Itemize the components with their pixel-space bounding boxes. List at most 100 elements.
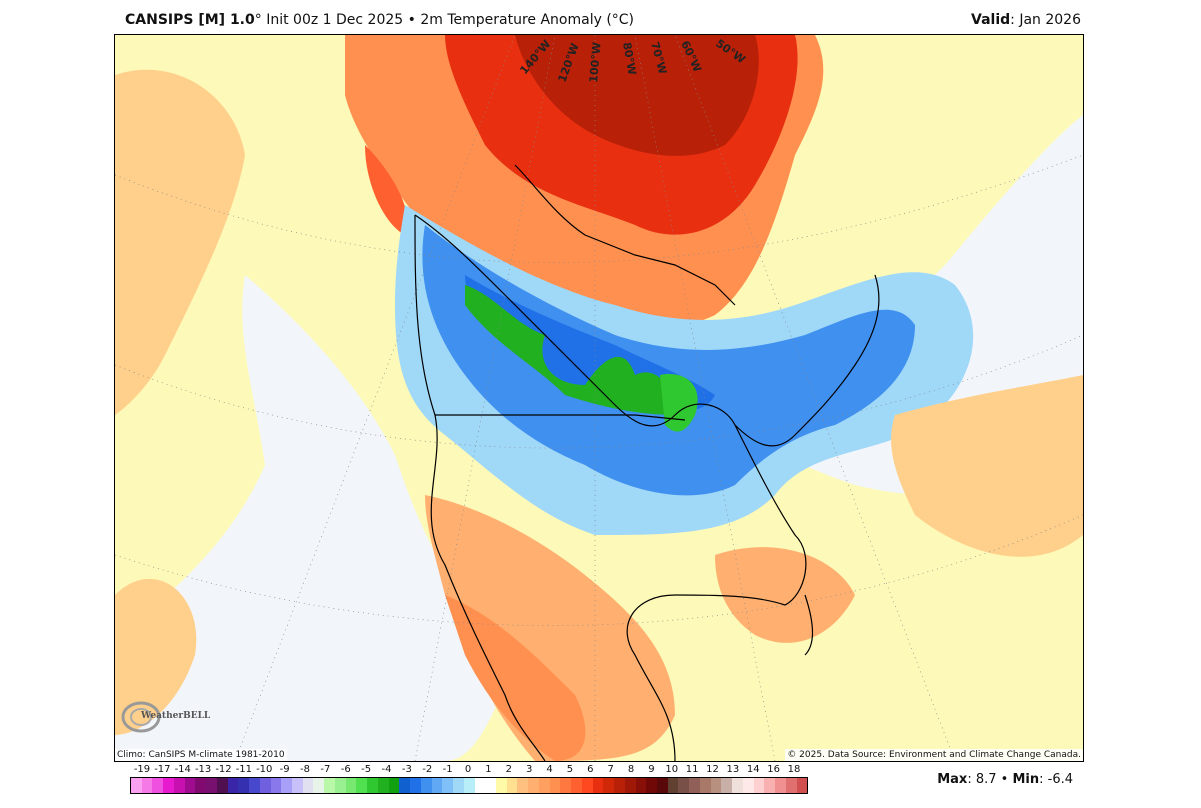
colorbar-swatch [678,778,690,793]
colorbar-swatch [249,778,260,793]
colorbar [130,777,808,794]
colorbar-swatch [410,778,421,793]
colorbar-swatch [227,778,239,793]
colorbar-swatch [302,778,314,793]
anomaly-warmer-mexico [445,595,586,761]
colorbar-label: -3 [401,764,412,775]
colorbar-swatch [764,778,776,793]
colorbar-label: 1 [485,764,492,775]
colorbar-swatch [367,778,378,793]
colorbar-label: 13 [726,764,740,775]
colorbar-swatch [592,778,604,793]
colorbar-swatch [635,778,647,793]
colorbar-swatch [506,778,518,793]
colorbar-swatch [485,778,496,793]
colorbar-label: 12 [706,764,719,775]
colorbar-swatch [474,778,486,793]
colorbar-swatch [732,778,743,793]
climo-note: Climo: CanSIPS M-climate 1981-2010 [115,749,287,761]
colorbar-label: -17 [154,764,171,775]
colorbar-swatch [742,778,754,793]
min-label: Min [1012,772,1040,787]
colorbar-swatch [453,778,464,793]
anomaly-coldest-prairies [465,285,675,415]
colorbar-swatch [581,778,593,793]
colorbar-label: -8 [300,764,310,775]
colorbar-swatch [667,778,679,793]
colorbar-swatch [195,778,207,793]
colorbar-swatch [131,778,142,793]
anomaly-coldest-great-lakes [660,374,698,432]
colorbar-label: 2 [505,764,512,775]
max-min-stats: Max: 8.7 • Min: -6.4 [937,772,1073,787]
colorbar-swatch [495,778,507,793]
colorbar-swatch [399,778,411,793]
colorbar-swatch [334,778,346,793]
colorbar-swatch [141,778,153,793]
colorbar-swatch [517,778,529,793]
colorbar-swatch [463,778,475,793]
max-value: : 8.7 • [967,772,1013,787]
colorbar-label: 16 [767,764,780,775]
copyright-note: © 2025. Data Source: Environment and Cli… [785,749,1083,761]
logo-text: WeatherBELL [141,711,211,721]
colorbar-label: -7 [320,764,331,775]
colorbar-swatch [238,778,250,793]
colorbar-label: -2 [422,764,433,775]
colorbar-swatch [431,778,443,793]
colorbar-swatch [163,778,174,793]
map-canvas: 140°W 120°W 100°W 80°W 70°W 60°W 50°W [115,35,1083,761]
anomaly-warm-pacific-south [115,578,197,735]
anomaly-warm-alaska [365,145,408,235]
valid-time: Valid: Jan 2026 [971,12,1081,28]
colorbar-swatch [753,778,765,793]
colorbar-swatch [313,778,325,793]
colorbar-label: -4 [381,764,392,775]
anomaly-warm-atlantic [891,375,1083,557]
colorbar-swatch [710,778,722,793]
colorbar-swatch [538,778,550,793]
colorbar-swatch [624,778,636,793]
colorbar-swatch [356,778,368,793]
colorbar-swatch [646,778,657,793]
weatherbell-logo: WeatherBELL [119,695,210,739]
colorbar-swatch [721,778,733,793]
anomaly-near-zero-pacific [115,275,515,761]
colorbar-label: -11 [235,764,253,775]
colorbar-label: -5 [361,764,372,775]
colorbar-label: 5 [566,764,574,775]
map-title: CANSIPS [M] 1.0° Init 00z 1 Dec 2025 • 2… [125,12,634,28]
colorbar-label: 18 [787,764,801,775]
degree-symbol: ° [254,12,262,28]
anomaly-warm-southwest [425,495,675,761]
colorbar-swatch [216,778,228,793]
colorbar-label: 7 [607,764,614,775]
anomaly-map[interactable]: 140°W 120°W 100°W 80°W 70°W 60°W 50°W We… [114,34,1084,762]
valid-value: : Jan 2026 [1010,12,1081,28]
colorbar-swatch [292,778,303,793]
colorbar-label: 3 [525,764,533,775]
colorbar-swatch [614,778,625,793]
colorbar-swatch [324,778,335,793]
colorbar-label: -13 [194,764,212,775]
colorbar-swatch [281,778,293,793]
colorbar-swatch [442,778,454,793]
colorbar-swatch [796,778,808,793]
colorbar-swatch [345,778,357,793]
lon-label: 100°W [587,42,603,84]
graticule [115,35,1083,761]
min-value: : -6.4 [1039,772,1073,787]
valid-label: Valid [971,12,1011,28]
colorbar-swatch [603,778,615,793]
colorbar-swatch [775,778,786,793]
colorbar-swatch [270,778,282,793]
colorbar-swatch [377,778,389,793]
colorbar-swatch [528,778,539,793]
coastlines-and-borders [414,164,880,761]
max-label: Max [937,772,968,787]
init-and-variable: Init 00z 1 Dec 2025 • 2m Temperature Ano… [261,12,635,28]
colorbar-swatch [173,778,185,793]
colorbar-label: 11 [685,764,699,775]
model-name: CANSIPS [M] 1.0 [125,12,255,28]
lon-label: 80°W [620,41,639,76]
